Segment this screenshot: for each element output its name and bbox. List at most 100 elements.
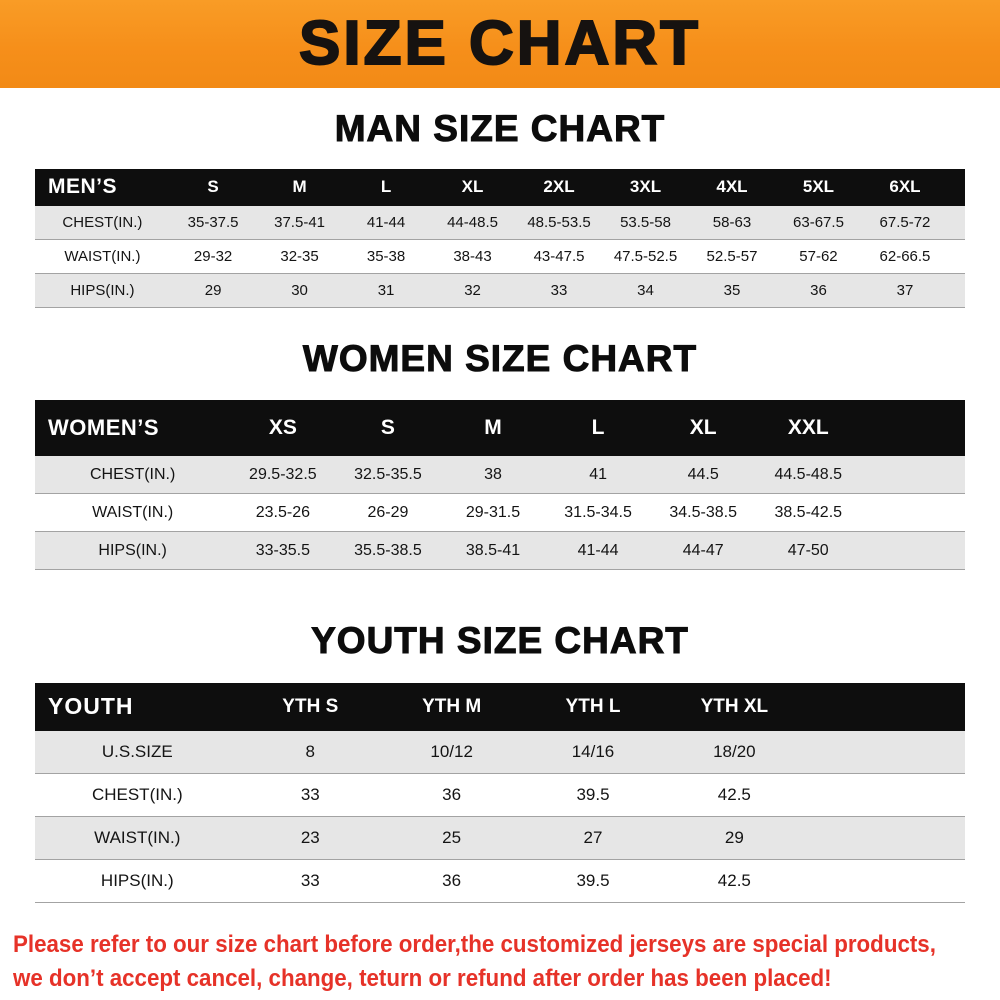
value-cell: 38 (440, 456, 546, 495)
table-filler-cell (860, 531, 965, 571)
table-row: HIPS(IN.) 29 30 31 32 33 34 35 36 37 (35, 273, 965, 308)
table-row: WAIST(IN.) 23.5-26 26-29 29-31.5 31.5-34.5 34… (35, 493, 965, 533)
value-cell: 33 (239, 773, 381, 817)
value-cell: 29-31.5 (440, 493, 546, 533)
column-header: XS (230, 400, 336, 457)
column-header: YTH L (522, 682, 664, 731)
value-cell: 39.5 (522, 773, 664, 817)
value-cell: 31 (342, 273, 430, 308)
row-label-cell: CHEST(IN.) (35, 773, 240, 817)
men-size-table: MEN’S S M L XL 2XL 3XL 4XL 5XL 6XL CHEST(IN.) 35-37… (35, 168, 965, 308)
value-cell: 32 (429, 273, 516, 308)
value-cell: 53.5-58 (602, 205, 689, 240)
row-label-cell: CHEST(IN.) (35, 456, 231, 495)
column-header: M (440, 400, 546, 457)
table-filler-cell (948, 273, 965, 308)
row-label-cell: WAIST(IN.) (35, 239, 170, 274)
value-cell: 35 (688, 273, 776, 308)
value-cell: 30 (256, 273, 343, 308)
table-filler-cell (948, 205, 965, 240)
column-header: YTH M (380, 682, 523, 731)
table-header-row: MEN’S S M L XL 2XL 3XL 4XL 5XL 6XL (35, 168, 965, 206)
value-cell: 48.5-53.5 (515, 205, 603, 240)
value-cell: 63-67.5 (775, 205, 862, 240)
table-filler-cell (805, 682, 965, 731)
table-filler-cell (805, 730, 965, 774)
table-filler-cell (805, 773, 965, 817)
column-header: XL (650, 400, 756, 457)
value-cell: 39.5 (522, 859, 664, 903)
column-header: YTH XL (663, 682, 806, 731)
value-cell: 38.5-41 (440, 531, 546, 571)
value-cell: 44-48.5 (429, 205, 516, 240)
value-cell: 31.5-34.5 (545, 493, 651, 533)
table-filler-cell (860, 493, 965, 533)
men-chart-heading: MAN SIZE CHART (334, 108, 666, 150)
value-cell: 44.5-48.5 (755, 456, 861, 495)
table-row: CHEST(IN.) 29.5-32.5 32.5-35.5 38 41 44.5 44.5… (35, 456, 965, 495)
column-header: 4XL (688, 168, 776, 206)
value-cell: 57-62 (775, 239, 862, 274)
row-label-cell: WAIST(IN.) (35, 816, 240, 860)
column-header: S (169, 168, 257, 206)
value-cell: 23 (239, 816, 381, 860)
value-cell: 25 (380, 816, 523, 860)
table-filler-cell (805, 859, 965, 903)
value-cell: 62-66.5 (861, 239, 949, 274)
table-title-cell: MEN’S (35, 168, 170, 206)
table-filler-cell (948, 168, 965, 206)
table-filler-cell (948, 239, 965, 274)
row-label-cell: HIPS(IN.) (35, 531, 231, 571)
value-cell: 38-43 (429, 239, 516, 274)
column-header: 3XL (602, 168, 689, 206)
disclaimer-line-1: Please refer to our size chart before or… (13, 930, 936, 958)
column-header: XXL (755, 400, 861, 457)
women-size-table: WOMEN’S XS S M L XL XXL CHEST(IN.) 29.5-32.5 32.5… (35, 400, 965, 571)
value-cell: 34.5-38.5 (650, 493, 756, 533)
value-cell: 32.5-35.5 (335, 456, 441, 495)
value-cell: 29 (663, 816, 806, 860)
women-chart-heading: WOMEN SIZE CHART (302, 337, 698, 379)
table-row: HIPS(IN.) 33 36 39.5 42.5 (35, 859, 965, 903)
row-label-cell: HIPS(IN.) (35, 273, 170, 308)
value-cell: 10/12 (380, 730, 523, 774)
value-cell: 14/16 (522, 730, 664, 774)
value-cell: 43-47.5 (515, 239, 603, 274)
column-header: 6XL (861, 168, 949, 206)
value-cell: 35-37.5 (169, 205, 257, 240)
table-row: HIPS(IN.) 33-35.5 35.5-38.5 38.5-41 41-44 44-… (35, 531, 965, 571)
row-label-cell: U.S.SIZE (35, 730, 240, 774)
value-cell: 44-47 (650, 531, 756, 571)
value-cell: 41-44 (545, 531, 651, 571)
value-cell: 41-44 (342, 205, 430, 240)
size-chart-title: SIZE CHART (298, 9, 701, 78)
value-cell: 52.5-57 (688, 239, 776, 274)
value-cell: 47-50 (755, 531, 861, 571)
value-cell: 35.5-38.5 (335, 531, 441, 571)
table-row: CHEST(IN.) 35-37.5 37.5-41 41-44 44-48.5 48.5… (35, 205, 965, 240)
value-cell: 23.5-26 (230, 493, 336, 533)
value-cell: 33 (515, 273, 603, 308)
table-title-cell: YOUTH (35, 682, 240, 731)
table-filler-cell (805, 816, 965, 860)
youth-size-table: YOUTH YTH S YTH M YTH L YTH XL U.S.SIZE 8 10/12… (35, 682, 965, 903)
value-cell: 33 (239, 859, 381, 903)
value-cell: 33-35.5 (230, 531, 336, 571)
table-row: CHEST(IN.) 33 36 39.5 42.5 (35, 773, 965, 817)
value-cell: 67.5-72 (861, 205, 949, 240)
column-header: L (545, 400, 651, 457)
column-header: 5XL (775, 168, 862, 206)
youth-chart-heading: YOUTH SIZE CHART (311, 620, 689, 662)
value-cell: 8 (239, 730, 381, 774)
banner: SIZE CHART (0, 0, 1000, 88)
value-cell: 36 (380, 773, 523, 817)
value-cell: 38.5-42.5 (755, 493, 861, 533)
disclaimer-line-2: we don’t accept cancel, change, teturn o… (13, 964, 832, 992)
value-cell: 42.5 (663, 859, 806, 903)
value-cell: 27 (522, 816, 664, 860)
table-filler-cell (860, 456, 965, 495)
value-cell: 34 (602, 273, 689, 308)
column-header: 2XL (515, 168, 603, 206)
value-cell: 32-35 (256, 239, 343, 274)
value-cell: 29.5-32.5 (230, 456, 336, 495)
